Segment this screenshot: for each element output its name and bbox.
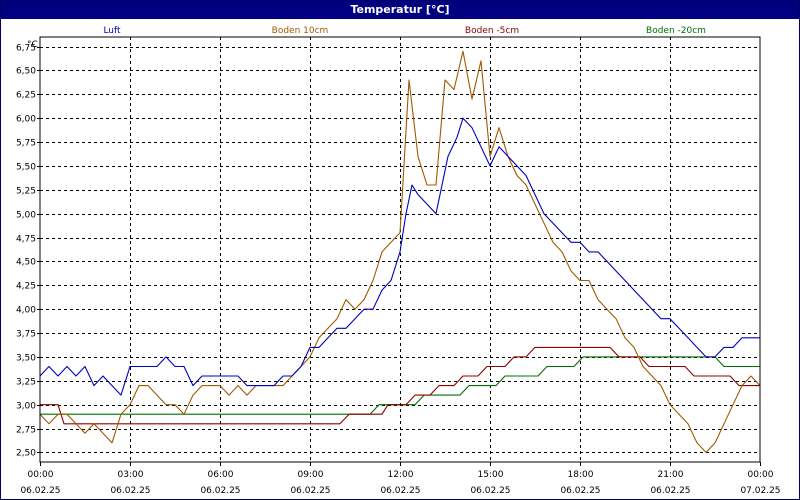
y-tick-label: 3,25 (16, 378, 36, 388)
x-tick-time: 09:00 (298, 470, 324, 480)
y-tick-label: 6,75 (16, 44, 36, 54)
y-tick-label: 6,50 (16, 67, 36, 77)
x-tick-date: 06.02.25 (290, 486, 330, 496)
legend: Luft Boden 10cm Boden -5cm Boden -20cm (103, 26, 706, 36)
y-tick-label: 2,75 (16, 426, 36, 436)
x-tick-date: 06.02.25 (20, 486, 60, 496)
x-tick-date: 06.02.25 (650, 486, 690, 496)
y-tick-label: 4,75 (16, 235, 36, 245)
chart-title: Temperatur [°C] (1, 1, 799, 19)
y-tick-label: 5,25 (16, 187, 36, 197)
x-tick-date: 06.02.25 (110, 486, 150, 496)
y-axis-unit-label: °C (27, 40, 38, 50)
x-tick-time: 03:00 (118, 470, 144, 480)
x-tick-time: 12:00 (388, 470, 414, 480)
x-tick-date: 07.02.25 (740, 486, 780, 496)
x-axis-ticks: 00:00 06.02.25 03:00 06.02.25 06:00 06.02.25 0… (20, 462, 781, 496)
y-tick-label: 6,00 (16, 115, 36, 125)
series-line-4 (40, 356, 760, 415)
series-line-3 (40, 346, 760, 425)
y-tick-label: 3,50 (16, 354, 36, 364)
legend-entry-4: Boden -20cm (646, 26, 706, 36)
series-line-2 (39, 50, 761, 453)
x-tick-time: 21:00 (658, 470, 684, 480)
y-tick-label: 6,25 (16, 91, 36, 101)
y-tick-label: 5,75 (16, 139, 36, 149)
x-tick-time: 00:00 (28, 470, 54, 480)
x-tick-date: 06.02.25 (470, 486, 510, 496)
y-tick-label: 4,25 (16, 282, 36, 292)
x-tick-date: 06.02.25 (200, 486, 240, 496)
x-tick-time: 00:00 (748, 470, 774, 480)
y-tick-label: 5,00 (16, 211, 36, 221)
series-line-1 (39, 117, 760, 396)
y-tick-label: 3,00 (16, 402, 36, 412)
legend-entry-1: Luft (103, 26, 121, 36)
y-tick-label: 4,50 (16, 258, 36, 268)
series-lines (39, 50, 761, 453)
x-tick-date: 06.02.25 (560, 486, 600, 496)
legend-entry-3: Boden -5cm (465, 26, 519, 36)
y-axis-ticks: 2,50 2,75 3,00 3,25 3,50 3,75 4,00 4,25 4,50 4,75… (16, 44, 40, 459)
x-tick-time: 06:00 (208, 470, 234, 480)
y-tick-label: 2,50 (16, 449, 36, 459)
x-tick-time: 15:00 (478, 470, 504, 480)
y-tick-label: 5,50 (16, 163, 36, 173)
y-tick-label: 4,00 (16, 306, 36, 316)
y-tick-label: 3,75 (16, 330, 36, 340)
legend-entry-2: Boden 10cm (272, 26, 329, 36)
x-tick-time: 18:00 (568, 470, 594, 480)
x-tick-date: 06.02.25 (380, 486, 420, 496)
